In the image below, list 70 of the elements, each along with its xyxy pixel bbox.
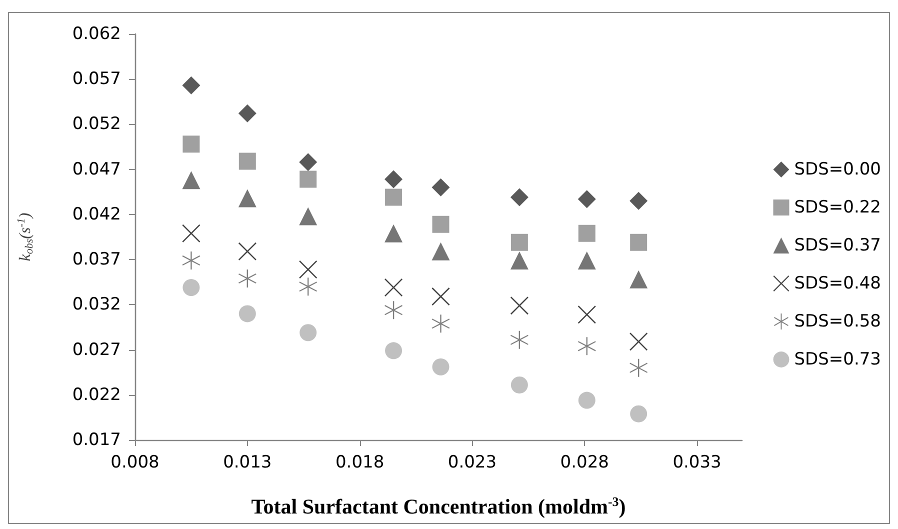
point <box>432 288 450 306</box>
x-tick-label: 0.013 <box>223 452 272 472</box>
point <box>182 251 200 270</box>
y-tick-label: 0.062 <box>72 24 121 44</box>
legend-label: SDS=0.00 <box>794 160 882 180</box>
point <box>299 153 318 172</box>
point <box>182 224 200 242</box>
point <box>630 270 648 288</box>
point <box>384 170 403 188</box>
point <box>630 192 648 210</box>
x-tick-label: 0.008 <box>110 452 160 472</box>
point <box>630 234 648 251</box>
point <box>238 270 256 288</box>
point <box>510 251 528 270</box>
legend-label: SDS=0.73 <box>794 350 882 370</box>
legend-label: SDS=0.58 <box>794 312 882 332</box>
point <box>578 392 596 409</box>
point <box>182 279 200 296</box>
point <box>432 358 450 376</box>
point <box>630 332 648 351</box>
point <box>385 188 402 206</box>
point <box>299 260 318 278</box>
legend-label: SDS=0.22 <box>794 198 882 218</box>
y-tick-label: 0.027 <box>72 340 121 360</box>
point <box>238 242 256 260</box>
point <box>238 305 256 322</box>
point <box>432 178 450 196</box>
point <box>238 152 256 170</box>
point <box>510 376 528 394</box>
legend-label: SDS=0.37 <box>794 236 882 256</box>
point <box>299 278 318 296</box>
y-axis-title: kobs(s-1) <box>16 212 36 262</box>
point <box>578 190 596 208</box>
y-tick-label: 0.052 <box>72 114 121 134</box>
point <box>238 104 256 122</box>
point <box>510 330 528 349</box>
point <box>630 358 648 377</box>
point <box>432 314 450 333</box>
point <box>238 189 256 208</box>
point <box>510 296 528 315</box>
point <box>299 207 318 226</box>
point <box>385 342 402 360</box>
point <box>578 251 596 270</box>
point <box>384 224 403 242</box>
point <box>384 301 403 320</box>
x-tick-label: 0.018 <box>335 452 384 472</box>
point <box>578 224 596 242</box>
point <box>432 216 450 233</box>
point <box>300 324 317 342</box>
y-tick-label: 0.057 <box>72 69 121 90</box>
point <box>182 171 200 190</box>
point <box>182 76 200 94</box>
x-tick-label: 0.023 <box>448 452 497 472</box>
y-tick-label: 0.022 <box>72 384 121 405</box>
y-tick-label: 0.047 <box>72 159 121 180</box>
point <box>300 170 317 188</box>
point <box>510 188 528 206</box>
y-tick-label: 0.017 <box>72 430 121 450</box>
legend-label: SDS=0.48 <box>794 274 882 294</box>
point <box>630 405 648 422</box>
y-tick-label: 0.037 <box>72 250 121 270</box>
x-tick-label: 0.028 <box>560 452 609 472</box>
x-tick-label: 0.033 <box>672 452 722 472</box>
point <box>510 234 528 251</box>
point <box>182 136 200 153</box>
y-tick-label: 0.032 <box>72 294 121 315</box>
point <box>432 242 450 260</box>
y-tick-label: 0.042 <box>72 204 121 224</box>
point <box>578 337 596 356</box>
point <box>578 306 596 324</box>
